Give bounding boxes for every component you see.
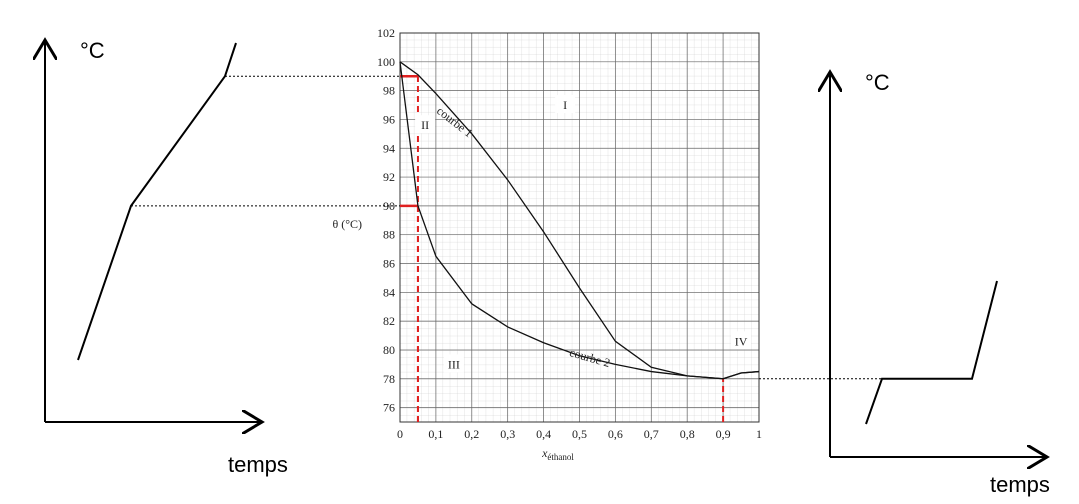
region-box (415, 115, 436, 134)
x-tick-label: 0,2 (464, 427, 479, 441)
x-axis-label-main: x (541, 446, 548, 460)
x-tick-label: 1 (756, 427, 762, 441)
y-tick-label: 84 (383, 285, 395, 299)
x-axis-label: xéthanol (541, 446, 574, 462)
y-tick-label: 80 (383, 343, 395, 357)
right-ylabel: °C (865, 70, 890, 95)
x-tick-label: 0,5 (572, 427, 587, 441)
x-tick-label: 0,1 (428, 427, 443, 441)
region-label: III (448, 357, 460, 371)
curve (399, 61, 760, 380)
x-tick-label: 0,9 (716, 427, 731, 441)
x-tick-label: 0,4 (536, 427, 551, 441)
left-xlabel: temps (228, 452, 288, 477)
y-tick-label: 82 (383, 314, 395, 328)
x-tick-label: 0 (397, 427, 403, 441)
y-tick-label: 94 (383, 141, 395, 155)
y-tick-label: 100 (377, 55, 395, 69)
region-box (731, 331, 752, 350)
y-tick-label: 102 (377, 26, 395, 40)
region-label: II (421, 118, 429, 132)
region-label: I (563, 98, 567, 112)
y-tick-label: 92 (383, 170, 395, 184)
region-label: IV (735, 334, 748, 348)
y-tick-label: 78 (383, 372, 395, 386)
plot-frame (399, 32, 760, 423)
region-box (443, 354, 464, 373)
left-ylabel: °C (80, 38, 105, 63)
cooling-curve-left (77, 42, 237, 361)
x-tick-label: 0,6 (608, 427, 623, 441)
y-axis-label: θ (°C) (332, 217, 362, 231)
y-tick-label: 86 (383, 257, 395, 271)
region-box (555, 95, 576, 114)
y-tick-label: 88 (383, 228, 395, 242)
y-tick-label: 98 (383, 84, 395, 98)
x-tick-label: 0,3 (500, 427, 515, 441)
x-tick-label: 0,8 (680, 427, 695, 441)
y-tick-label: 76 (383, 401, 395, 415)
right-xlabel: temps (990, 472, 1050, 497)
x-tick-label: 0,7 (644, 427, 659, 441)
x-axis-label-sub: éthanol (547, 452, 574, 462)
cooling-curve-right (865, 280, 998, 425)
y-tick-label: 96 (383, 112, 395, 126)
